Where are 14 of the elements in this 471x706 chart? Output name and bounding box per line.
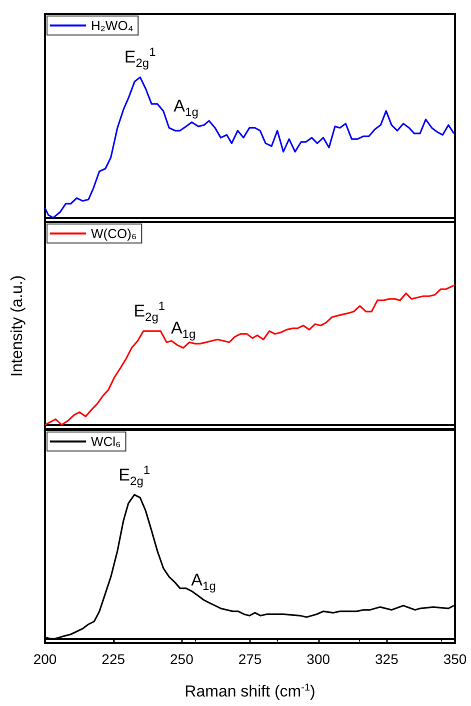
x-tick-label: 200 <box>33 651 57 667</box>
x-tick-label: 275 <box>238 651 262 667</box>
legend-label: H₂WO₄ <box>91 18 134 33</box>
annotation: A$_{1g}$ <box>174 97 198 120</box>
legend-label: W(CO)₆ <box>91 226 137 241</box>
annotation: A$_{1g}$ <box>170 318 196 341</box>
x-tick-label: 250 <box>170 651 194 667</box>
legend-label: WCl₆ <box>91 434 121 449</box>
x-tick-label: 225 <box>102 651 126 667</box>
x-tick-label: 325 <box>374 651 399 667</box>
x-tick-label: 350 <box>443 651 467 667</box>
y-axis-title: Intensity (a.u.) <box>9 274 27 376</box>
x-tick-label: 300 <box>306 651 330 667</box>
annotation: A$_{1g}$ <box>191 570 216 593</box>
